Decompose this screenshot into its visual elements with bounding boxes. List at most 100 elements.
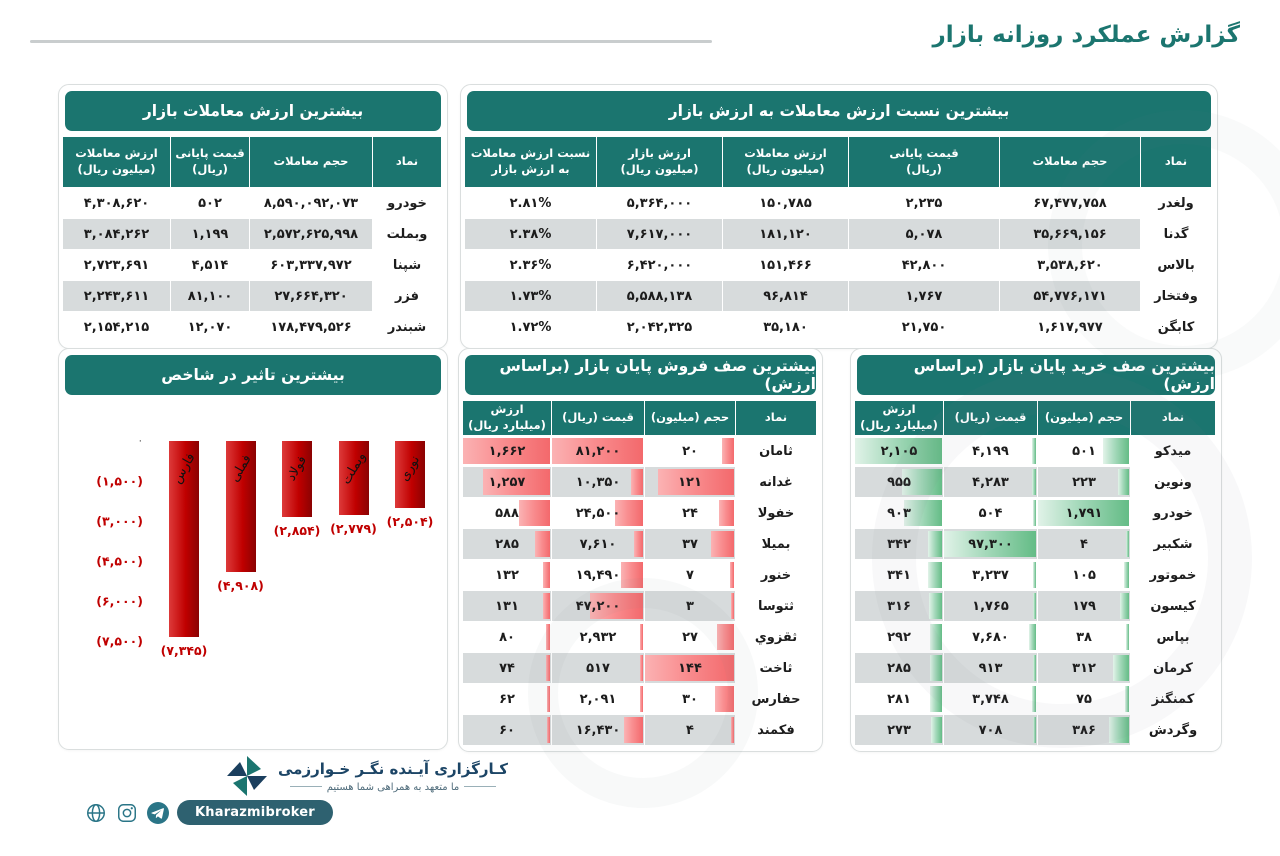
brand-text: کـارگزاری آیـنده نگـر خـوارزمی ما متعهد …: [278, 760, 508, 793]
data-bar: [855, 438, 942, 464]
data-bar: [1032, 562, 1036, 588]
data-cell: ۲۷: [645, 622, 735, 652]
data-cell: ۳۱۲: [1038, 653, 1130, 683]
cell-value: ۱,۲۵۷: [488, 474, 526, 490]
data-cell: ۳۴۱: [855, 560, 943, 590]
column-header: حجم معاملات: [1000, 137, 1140, 187]
sell-queue-table: نماد حجم (میلیون) قیمت (ریال) ارزش (میلیارد…: [463, 401, 816, 745]
social-handle-badge[interactable]: Kharazmibroker: [177, 800, 333, 825]
plot-area: فارس (۷,۳۴۵) فملی (۴,۹۰۸) فولاد (۲,۸۵۴) وبملت(…: [161, 441, 433, 658]
data-bar: [634, 531, 643, 557]
data-bar: [715, 686, 734, 712]
data-cell: ۲,۵۷۲,۶۲۵,۹۹۸: [250, 219, 372, 249]
data-bar: [645, 655, 734, 681]
cell-value: ۹۱۳: [978, 660, 1003, 676]
data-cell: ۱۶,۴۳۰: [552, 715, 644, 745]
symbol-cell: بالاس: [1141, 250, 1211, 280]
cell-value: ۴۷,۲۰۰: [575, 598, 621, 614]
title-rule: [30, 40, 712, 43]
data-bar: [589, 593, 643, 619]
data-bar: [631, 469, 643, 495]
data-cell: ۳۸۶: [1038, 715, 1130, 745]
data-bar: [1126, 531, 1129, 557]
cell-value: ۳۴۱: [887, 567, 911, 583]
data-bar: [927, 531, 942, 557]
data-bar: [640, 686, 643, 712]
data-bar: [1028, 624, 1036, 650]
data-cell: ۴۷,۲۰۰: [552, 591, 644, 621]
column-header: نماد: [373, 137, 441, 187]
data-bar: [543, 562, 550, 588]
symbol-cell: کیسون: [1131, 591, 1215, 621]
data-cell: ۱,۶۶۲: [463, 436, 551, 466]
data-cell: ۳۵,۶۶۹,۱۵۶: [1000, 219, 1140, 249]
top-trade-value-table: نماد حجم معاملات قیمت پایانی (ریال) ارزش مع…: [63, 137, 441, 342]
data-bar: [1033, 500, 1036, 526]
column-header: ارزش (میلیارد ریال): [855, 401, 943, 435]
data-bar: [658, 469, 734, 495]
data-cell: ۱۸۱,۱۲۰: [723, 219, 848, 249]
cell-value: ۲۷۳: [887, 722, 911, 738]
data-cell: ۱۰۵: [1038, 560, 1130, 590]
page-title: گزارش عملکرد روزانه بازار: [932, 22, 1240, 48]
data-cell: ۱,۷۹۱: [1038, 498, 1130, 528]
chart-bar-group: فولاد (۲,۸۵۴): [274, 441, 320, 641]
data-cell: ۲۴,۵۰۰: [552, 498, 644, 528]
symbol-cell: خفولا: [736, 498, 816, 528]
data-bar: [534, 531, 550, 557]
symbol-cell: شبندر: [373, 312, 441, 342]
data-cell: ۳۱۶: [855, 591, 943, 621]
cell-value: ۳۴۲: [887, 536, 911, 552]
data-cell: ۴۲,۸۰۰: [849, 250, 999, 280]
column-header: حجم (میلیون): [645, 401, 735, 435]
data-cell: ۱۹,۴۹۰: [552, 560, 644, 590]
data-bar: [552, 438, 643, 464]
data-bar: [640, 655, 643, 681]
data-cell: ۱,۷۶۵: [944, 591, 1037, 621]
column-header: قیمت (ریال): [944, 401, 1037, 435]
data-bar: [902, 469, 942, 495]
globe-icon[interactable]: [84, 801, 108, 825]
data-cell: ۳,۲۳۷: [944, 560, 1037, 590]
index-impact-chart: ۰ (۱,۵۰۰) (۳,۰۰۰) (۴,۵۰۰) (۶,۰۰۰) (۷,۵۰۰) فار…: [65, 436, 441, 701]
data-cell: ۱,۶۱۷,۹۷۷: [1000, 312, 1140, 342]
data-bar: [1038, 500, 1129, 526]
data-bar: [1117, 469, 1129, 495]
data-bar: [1109, 717, 1129, 743]
cell-value: ۱۰۵: [1072, 567, 1096, 583]
column-header: نماد: [1141, 137, 1211, 187]
data-bar: [1119, 593, 1129, 619]
column-header: ارزش (میلیارد ریال): [463, 401, 551, 435]
instagram-icon[interactable]: [115, 801, 139, 825]
cell-value: ۴: [1080, 536, 1088, 552]
data-cell: ۸۱,۱۰۰: [171, 281, 249, 311]
y-axis-tick: (۶,۰۰۰): [96, 593, 143, 609]
brand-slogan: ما متعهد به همراهی شما هستیم: [278, 782, 508, 793]
data-bar: [1126, 624, 1129, 650]
data-bar: [546, 686, 550, 712]
panel-index-impact: بیشترین تاثیر در شاخص ۰ (۱,۵۰۰) (۳,۰۰۰) (۴,…: [58, 348, 448, 750]
cell-value: ۱,۶۶۲: [488, 443, 526, 459]
data-cell: ۳,۵۳۸,۶۲۰: [1000, 250, 1140, 280]
cell-value: ۴,۱۹۹: [972, 443, 1009, 459]
cell-value: ۷: [686, 567, 694, 583]
chart-bar: [395, 441, 425, 508]
telegram-icon[interactable]: [146, 801, 170, 825]
data-bar: [719, 500, 734, 526]
data-cell: ۱.۷۲%: [465, 312, 596, 342]
y-axis-tick: (۱,۵۰۰): [96, 473, 143, 489]
data-cell: ۲۱,۷۵۰: [849, 312, 999, 342]
symbol-cell: خودرو: [373, 188, 441, 218]
panel-buy-queue: بیشترین صف خرید پایان بازار (براساس ارزش…: [850, 348, 1222, 752]
panel-title: بیشترین ارزش معاملات بازار: [65, 91, 441, 131]
data-cell: ۲۹۲: [855, 622, 943, 652]
cell-value: ۴: [686, 722, 694, 738]
chart-bar-group: نوری (۲,۵۰۴): [387, 441, 433, 641]
cell-value: ۲۹۲: [887, 629, 911, 645]
chart-bar: [282, 441, 312, 518]
y-axis-tick: (۴,۵۰۰): [96, 553, 143, 569]
symbol-cell: کمنگنز: [1131, 684, 1215, 714]
data-bar: [710, 531, 734, 557]
cell-value: ۲۰: [682, 443, 698, 459]
